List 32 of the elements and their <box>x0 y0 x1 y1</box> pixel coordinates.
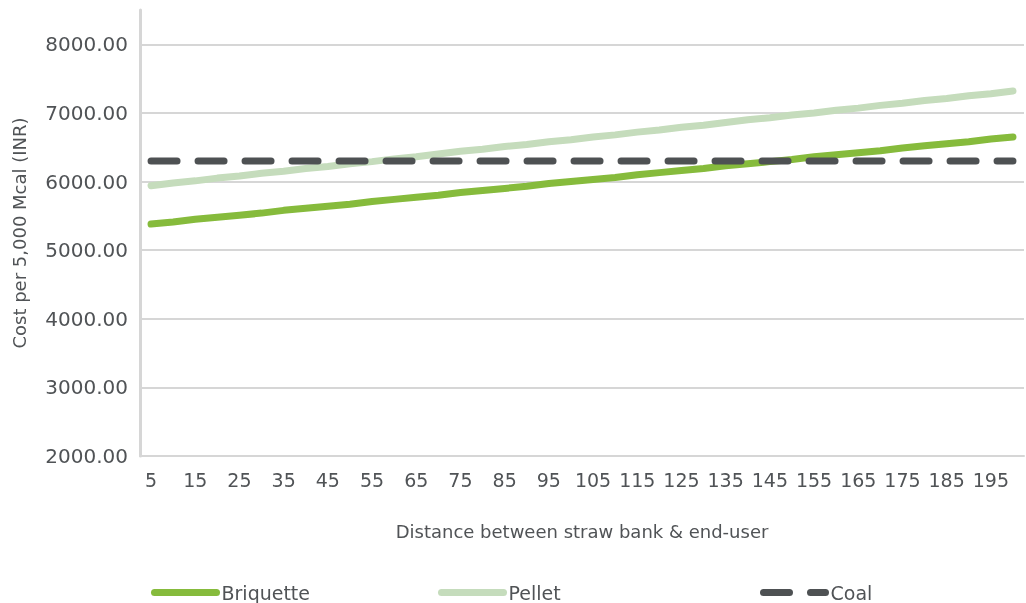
x-tick-label: 55 <box>359 468 385 491</box>
legend-label: Coal <box>830 581 873 603</box>
x-tick-label: 165 <box>840 468 877 491</box>
y-tick-label: 8000.00 <box>45 32 128 57</box>
y-tick-label: 4000.00 <box>45 306 128 331</box>
x-tick-label: 185 <box>928 468 965 491</box>
legend-label: Briquette <box>221 581 311 603</box>
x-axis-title: Distance between straw bank & end-user <box>395 520 769 542</box>
x-tick-label: 105 <box>574 468 612 491</box>
x-tick-label: 175 <box>884 468 921 491</box>
y-tick-label: 5000.00 <box>45 238 128 263</box>
x-tick-label: 125 <box>663 468 700 491</box>
y-tick-label: 7000.00 <box>45 100 128 125</box>
x-tick-label: 65 <box>404 468 429 491</box>
x-tick-label: 95 <box>536 468 561 491</box>
x-tick-label: 155 <box>795 468 833 491</box>
x-tick-label: 85 <box>492 468 517 491</box>
x-tick-label: 145 <box>751 468 788 491</box>
x-tick-label: 35 <box>271 468 296 491</box>
x-tick-label: 115 <box>619 468 656 491</box>
x-tick-label: 45 <box>315 468 340 491</box>
legend-label: Pellet <box>508 581 561 603</box>
y-tick-label: 3000.00 <box>45 375 128 400</box>
x-tick-label: 25 <box>227 468 252 491</box>
y-tick-label: 6000.00 <box>45 169 128 194</box>
x-tick-label: 135 <box>707 468 744 491</box>
y-axis-title: Cost per 5,000 Mcal (INR) <box>8 117 30 349</box>
x-tick-label: 5 <box>145 468 158 491</box>
x-tick-label: 15 <box>183 468 208 491</box>
x-tick-label: 195 <box>972 468 1009 491</box>
y-tick-label: 2000.00 <box>45 444 128 468</box>
x-tick-label: 75 <box>448 468 473 491</box>
